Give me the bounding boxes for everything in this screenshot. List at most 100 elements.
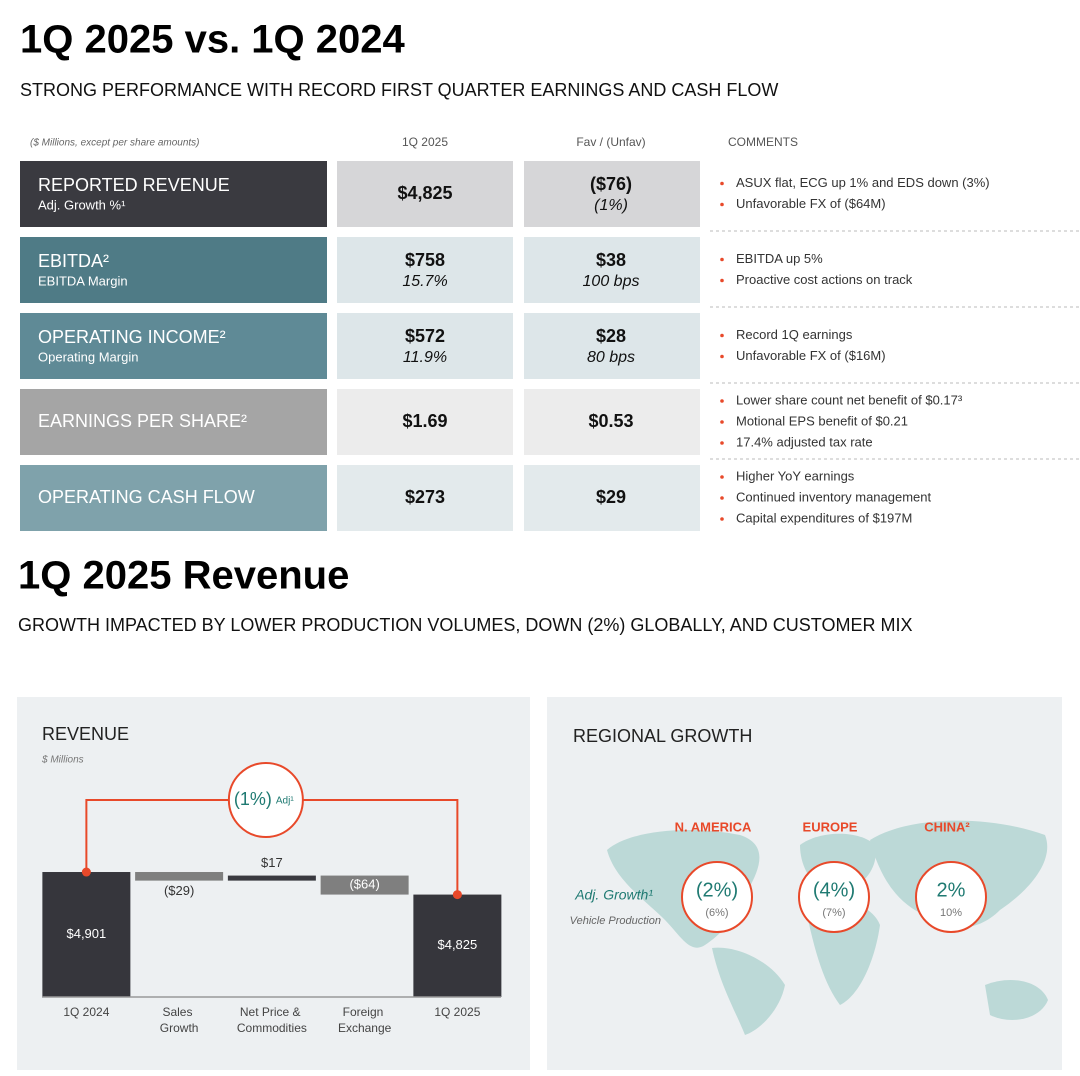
comment: Continued inventory management <box>736 489 932 504</box>
value-text: $273 <box>405 487 445 507</box>
value-label: $4,901 <box>66 926 106 941</box>
column-header: 1Q 2025 <box>402 135 448 149</box>
legend-sub: Vehicle Production <box>570 915 661 927</box>
comment: Unfavorable FX of ($64M) <box>736 196 886 211</box>
page-title: 1Q 2025 vs. 1Q 2024 <box>20 18 406 62</box>
value-sub: 15.7% <box>402 273 447 290</box>
page-subtitle: STRONG PERFORMANCE WITH RECORD FIRST QUA… <box>20 80 778 100</box>
bullet <box>720 333 724 338</box>
category-label: 1Q 2025 <box>434 1005 480 1019</box>
row-label: OPERATING INCOME² <box>38 327 226 347</box>
value-label: $4,825 <box>437 937 477 952</box>
region-growth: (2%) <box>696 879 738 901</box>
value-text: $572 <box>405 326 445 346</box>
row-sublabel: Operating Margin <box>38 349 138 364</box>
category-line: Sales <box>162 1005 195 1019</box>
region-growth: 2% <box>937 879 966 901</box>
comment: Record 1Q earnings <box>736 327 853 342</box>
comment: 17.4% adjusted tax rate <box>736 434 873 449</box>
bar <box>42 872 131 997</box>
fav-cell <box>524 161 700 227</box>
category-line: Foreign <box>343 1005 387 1019</box>
region-production: 10% <box>940 907 962 919</box>
row-label: REPORTED REVENUE <box>38 175 230 195</box>
bar <box>320 875 409 895</box>
region-name: CHINA² <box>924 819 970 834</box>
category-line: Growth <box>160 1021 199 1035</box>
region-bubble <box>915 861 987 933</box>
value-cell <box>337 389 513 455</box>
section-subtitle: GROWTH IMPACTED BY LOWER PRODUCTION VOLU… <box>18 615 912 635</box>
region-bubble <box>681 861 753 933</box>
value-cell <box>337 237 513 303</box>
row-label: OPERATING CASH FLOW <box>38 487 255 507</box>
annotation: (1%) <box>234 789 272 809</box>
fav-text: $0.53 <box>588 411 633 431</box>
value-label: $17 <box>261 855 283 870</box>
bullet <box>720 202 724 207</box>
row-label-box <box>20 313 327 379</box>
bar <box>135 872 224 881</box>
region-production: (6%) <box>705 907 728 919</box>
fav-text: $29 <box>596 487 626 507</box>
fav-sub: (1%) <box>594 197 628 214</box>
value-sub: 11.9% <box>403 349 447 366</box>
fav-text: $38 <box>596 250 626 270</box>
value-text: $4,825 <box>397 183 452 203</box>
bullet <box>720 475 724 479</box>
bullet <box>720 399 724 403</box>
row-label-box <box>20 161 327 227</box>
fav-cell <box>524 389 700 455</box>
section-title: 1Q 2025 Revenue <box>18 554 349 598</box>
bullet <box>720 441 724 445</box>
value-cell <box>337 313 513 379</box>
value-cell <box>337 465 513 531</box>
category-label: Foreign Exchange <box>338 1005 392 1035</box>
region-name: EUROPE <box>803 819 858 834</box>
comment: Proactive cost actions on track <box>736 272 913 287</box>
row-label-box <box>20 389 327 455</box>
table-note: ($ Millions, except per share amounts) <box>30 138 200 149</box>
value-text: $758 <box>405 250 445 270</box>
column-header: Fav / (Unfav) <box>576 135 645 149</box>
bullet <box>720 257 724 262</box>
annotation-bubble <box>227 762 304 838</box>
region-production: (7%) <box>822 907 845 919</box>
row-label-box <box>20 465 327 531</box>
fav-cell <box>524 237 700 303</box>
fav-text: $28 <box>596 326 626 346</box>
connector-dot <box>81 867 91 877</box>
comment: Capital expenditures of $197M <box>736 510 912 525</box>
category-label: Sales Growth <box>160 1005 199 1035</box>
value-label: ($64) <box>349 877 379 892</box>
region-growth: (4%) <box>813 879 855 901</box>
row-label: EARNINGS PER SHARE² <box>38 411 247 431</box>
connector-dot <box>452 890 462 900</box>
bullet <box>720 354 724 359</box>
fav-sub: 80 bps <box>587 349 635 366</box>
row-sublabel: EBITDA Margin <box>38 273 128 288</box>
bullet <box>720 278 724 283</box>
fav-sub: 100 bps <box>583 273 640 290</box>
row-sublabel: Adj. Growth %¹ <box>38 197 126 212</box>
fav-text: ($76) <box>590 174 632 194</box>
category-line: Commodities <box>237 1021 307 1035</box>
category-line: Net Price & <box>240 1005 304 1019</box>
annotation-note: Adj¹ <box>276 796 294 807</box>
bullet <box>720 496 724 500</box>
region-bubble <box>798 861 870 933</box>
comment: Lower share count net benefit of $0.17³ <box>736 392 963 407</box>
row-label: EBITDA² <box>38 251 109 271</box>
region-name: N. AMERICA <box>675 819 752 834</box>
comment: EBITDA up 5% <box>736 251 823 266</box>
column-header: COMMENTS <box>728 135 798 149</box>
bullet <box>720 181 724 186</box>
chart-title: REVENUE <box>42 724 129 744</box>
legend-label: Adj. Growth¹ <box>574 887 653 903</box>
category-label: 1Q 2024 <box>63 1005 109 1019</box>
bullet <box>720 517 724 521</box>
bullet <box>720 420 724 424</box>
regional-title: REGIONAL GROWTH <box>573 726 752 746</box>
chart-subtitle: $ Millions <box>41 755 84 766</box>
